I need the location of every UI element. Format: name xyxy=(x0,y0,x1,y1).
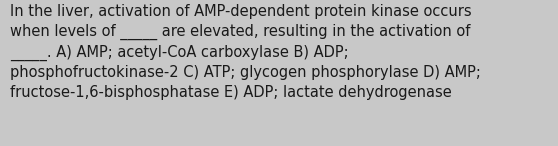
Text: In the liver, activation of AMP-dependent protein kinase occurs
when levels of _: In the liver, activation of AMP-dependen… xyxy=(10,4,481,100)
